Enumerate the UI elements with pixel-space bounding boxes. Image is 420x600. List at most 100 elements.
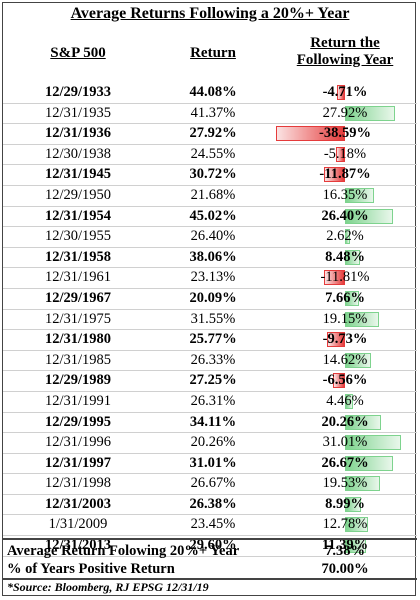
row-date: 12/31/1996 [44, 434, 112, 451]
row-date: 12/31/1945 [44, 166, 112, 183]
row-date: 12/31/1961 [44, 269, 112, 286]
table-row: 12/31/1975 31.55% 19.15% [3, 310, 417, 331]
table-row: 12/29/1950 21.68% 16.35% [3, 186, 417, 207]
negative-data-bar [333, 373, 345, 389]
table-row: 12/30/1955 26.40% 2.62% [3, 227, 417, 248]
negative-data-bar [323, 167, 345, 183]
positive-data-bar [345, 496, 362, 512]
row-next-year-value: 19.53% [322, 475, 368, 492]
row-date: 12/31/2003 [44, 495, 112, 512]
row-date: 12/31/1936 [44, 125, 112, 142]
header-return: Return [190, 45, 236, 61]
row-next-year-cell: 20.26% [273, 413, 417, 433]
row-next-year-cell: 2.62% [273, 227, 417, 247]
row-next-year-cell: 31.01% [273, 433, 417, 453]
row-next-year-cell: -5.18% [273, 145, 417, 165]
row-return: 27.25% [189, 372, 237, 389]
row-next-year-value: 31.01% [322, 434, 368, 451]
row-return: 44.08% [189, 84, 237, 100]
row-next-year-cell: -4.71% [273, 83, 417, 103]
row-return: 24.55% [190, 145, 236, 162]
row-date: 12/31/1997 [44, 454, 112, 471]
row-next-year-value: -4.71% [322, 84, 368, 100]
row-return: 23.45% [190, 516, 236, 533]
row-return: 26.33% [190, 351, 236, 368]
row-date: 12/31/1958 [44, 248, 112, 265]
table-row: 12/31/1985 26.33% 14.62% [3, 351, 417, 372]
row-next-year-cell: 16.35% [273, 186, 417, 206]
source-note: *Source: Bloomberg, RJ EPSG 12/31/19 [7, 580, 209, 594]
table-row: 12/31/2003 26.38% 8.99% [3, 495, 417, 516]
table-row: 12/31/1996 20.26% 31.01% [3, 433, 417, 454]
row-return: 30.72% [189, 166, 237, 183]
positive-data-bar [345, 311, 380, 327]
row-next-year-cell: 4.46% [273, 392, 417, 412]
negative-data-bar [335, 146, 345, 162]
table-row: 12/29/1933 44.08% -4.71% [3, 83, 417, 104]
row-next-year-value: -5.18% [323, 145, 367, 162]
negative-data-bar [336, 85, 345, 100]
table-row: 12/29/1995 34.11% 20.26% [3, 413, 417, 434]
row-return: 26.40% [190, 228, 236, 245]
row-return: 38.06% [189, 248, 237, 265]
row-next-year-value: 16.35% [322, 186, 368, 203]
table-row: 12/31/1954 45.02% 26.40% [3, 207, 417, 228]
row-date: 12/30/1955 [44, 228, 112, 245]
positive-data-bar [345, 476, 381, 492]
row-next-year-cell: -38.59% [273, 124, 417, 144]
row-next-year-value: -11.81% [320, 269, 370, 286]
row-return: 31.01% [189, 454, 237, 471]
row-next-year-cell: 26.67% [273, 454, 417, 474]
row-return: 23.13% [190, 269, 236, 286]
row-return: 20.09% [189, 289, 237, 306]
header-next-line1: Return the [310, 35, 380, 51]
row-return: 26.31% [190, 392, 236, 409]
row-next-year-cell: 8.99% [273, 495, 417, 515]
negative-data-bar [327, 332, 345, 348]
row-next-year-cell: 8.48% [273, 248, 417, 268]
row-next-year-value: 2.62% [326, 228, 364, 245]
table-row: 12/31/1945 30.72% -11.87% [3, 165, 417, 186]
header-next-line2: Following Year [296, 52, 394, 68]
row-date: 12/31/1935 [44, 104, 112, 121]
row-return: 29.60% [189, 537, 237, 554]
row-return: 26.67% [190, 475, 236, 492]
row-next-year-value: 26.40% [321, 207, 369, 224]
row-return: 26.38% [189, 495, 237, 512]
summary-average-row: Average Return Folowing 20%+ Year 7.38% [3, 541, 417, 561]
row-next-year-value: -38.59% [319, 125, 371, 142]
positive-data-bar [345, 105, 396, 121]
positive-data-bar [345, 229, 350, 245]
row-next-year-cell: -11.87% [273, 165, 417, 185]
row-date: 12/29/1950 [44, 186, 112, 203]
positive-data-bar [345, 393, 354, 409]
summary-average-label: Average Return Folowing 20%+ Year [7, 543, 240, 559]
row-date: 12/31/1985 [44, 351, 112, 368]
positive-data-bar [345, 290, 359, 306]
table-row: 1/31/2009 23.45% 12.78% [3, 515, 417, 537]
summary-positive-value: 70.00% [321, 561, 369, 577]
summary-positive-label: % of Years Positive Return [7, 561, 175, 577]
row-next-year-value: 14.62% [322, 351, 368, 368]
negative-data-bar [275, 126, 345, 142]
row-next-year-cell: -9.73% [273, 330, 417, 350]
row-next-year-value: 20.26% [321, 413, 369, 430]
positive-data-bar [345, 414, 382, 430]
row-next-year-cell: 7.66% [273, 289, 417, 309]
row-date: 12/29/1933 [44, 84, 112, 100]
table-row: 12/31/1961 23.13% -11.81% [3, 268, 417, 289]
table-row: 12/31/1998 26.67% 19.53% [3, 474, 417, 495]
row-date: 12/31/1998 [44, 475, 112, 492]
row-date: 12/31/1954 [44, 207, 112, 224]
row-next-year-value: 7.66% [325, 289, 365, 306]
row-return: 41.37% [190, 104, 236, 121]
row-return: 31.55% [190, 310, 236, 327]
row-date: 12/31/1991 [44, 392, 112, 409]
row-return: 27.92% [189, 125, 237, 142]
row-next-year-cell: 26.40% [273, 207, 417, 227]
table-row: 12/31/1935 41.37% 27.92% [3, 104, 417, 125]
positive-data-bar [345, 249, 361, 265]
row-next-year-cell: -11.81% [273, 268, 417, 288]
row-date: 12/29/1967 [44, 289, 112, 306]
row-return: 34.11% [189, 413, 237, 430]
